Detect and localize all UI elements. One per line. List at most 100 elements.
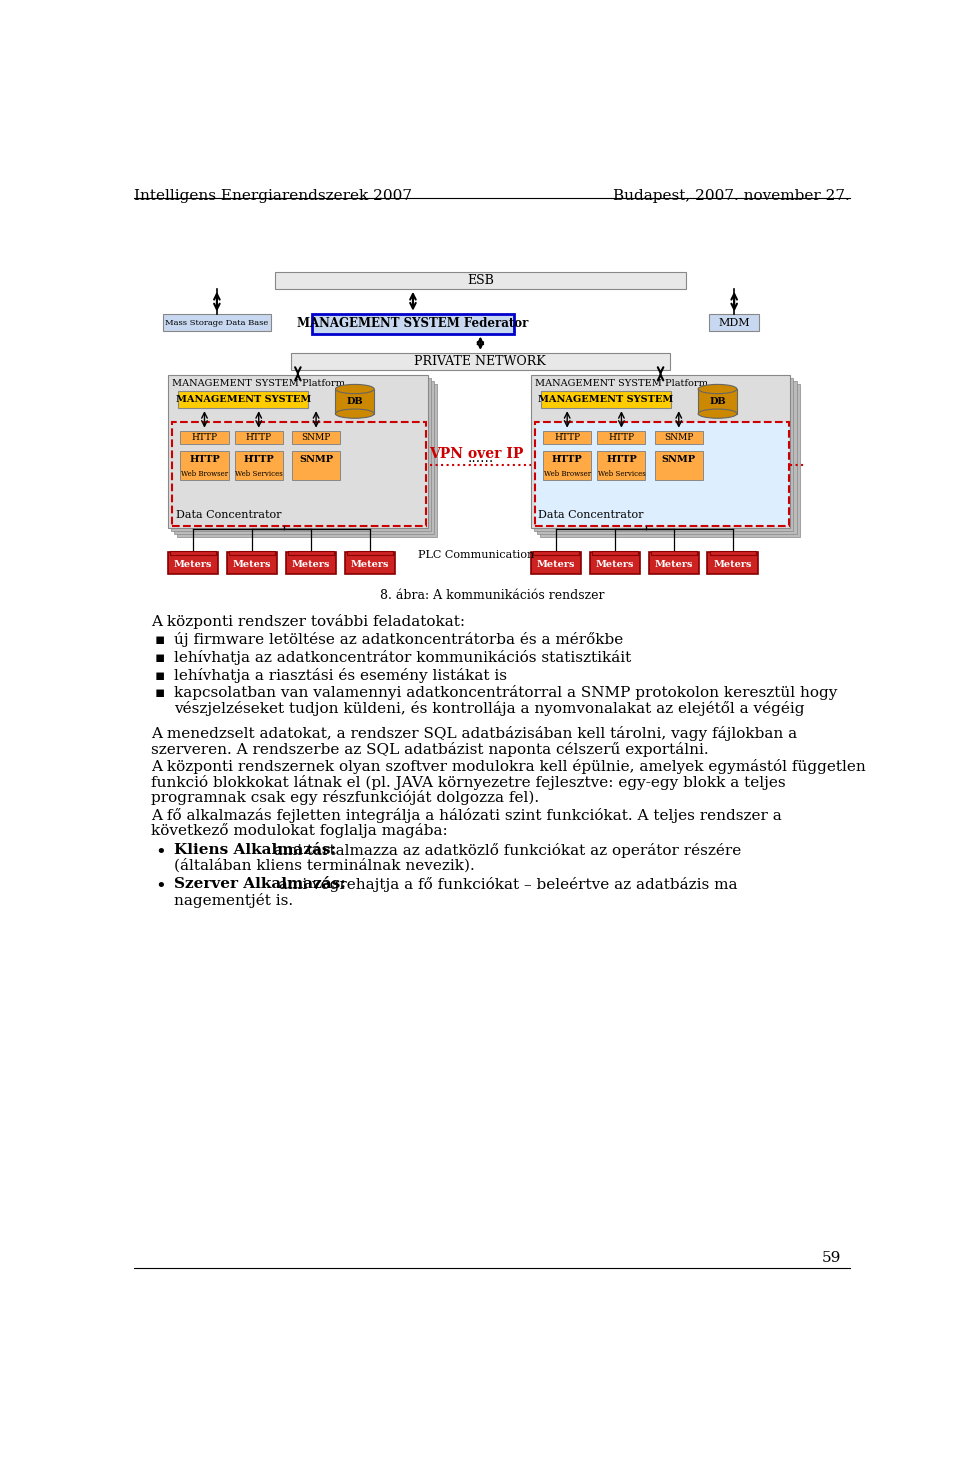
Bar	[162, 315, 271, 331]
Text: lehívhatja az adatkoncentrátor kommunikációs statisztikáit: lehívhatja az adatkoncentrátor kommuniká…	[175, 650, 632, 665]
Text: Intelligens Energiarendszerek 2007: Intelligens Energiarendszerek 2007	[134, 190, 412, 203]
Text: HTTP: HTTP	[609, 433, 635, 442]
Bar	[540, 385, 800, 537]
Text: új firmware letöltése az adatkoncentrátorba és a mérőkbe: új firmware letöltése az adatkoncentráto…	[175, 633, 623, 647]
Text: PLC Communication: PLC Communication	[419, 550, 535, 560]
Bar	[709, 315, 759, 331]
Text: Meters: Meters	[292, 560, 330, 569]
Bar	[709, 551, 756, 555]
Bar	[170, 551, 216, 555]
Ellipse shape	[335, 410, 374, 418]
Text: SNMP: SNMP	[299, 455, 333, 464]
Text: HTTP: HTTP	[189, 455, 220, 464]
Text: A menedzselt adatokat, a rendszer SQL adatbázisában kell tárolni, vagy fájlokban: A menedzselt adatokat, a rendszer SQL ad…	[151, 726, 797, 741]
Text: Meters: Meters	[350, 560, 389, 569]
Text: ami tartalmazza az adatközlő funkciókat az operátor részére: ami tartalmazza az adatközlő funkciókat …	[269, 843, 741, 859]
Text: Web Browser: Web Browser	[180, 469, 228, 478]
Text: MANAGEMENT SYSTEM Federator: MANAGEMENT SYSTEM Federator	[298, 316, 529, 330]
Bar	[540, 391, 671, 408]
Text: kapcsolatban van valamennyi adatkoncentrátorral a SNMP protokolon keresztül hogy: kapcsolatban van valamennyi adatkoncentr…	[175, 685, 838, 700]
Text: Meters: Meters	[233, 560, 272, 569]
Text: következő modulokat foglalja magába:: következő modulokat foglalja magába:	[151, 824, 447, 838]
Bar	[335, 389, 374, 414]
Text: HTTP: HTTP	[552, 455, 583, 464]
Bar	[597, 451, 645, 480]
Text: ▪: ▪	[156, 668, 165, 682]
Bar	[651, 551, 697, 555]
Text: szerveren. A rendszerbe az SQL adatbázist naponta célszerű exportálni.: szerveren. A rendszerbe az SQL adatbázis…	[151, 742, 708, 757]
Text: •: •	[155, 878, 166, 895]
Text: Meters: Meters	[713, 560, 752, 569]
Bar	[286, 553, 336, 574]
Text: lehívhatja a riasztási és esemény listákat is: lehívhatja a riasztási és esemény listák…	[175, 668, 507, 682]
Bar	[534, 378, 794, 531]
Bar	[543, 430, 591, 445]
Text: ▪: ▪	[156, 685, 165, 700]
Text: A központi rendszernek olyan szoftver modulokra kell épülnie, amelyek egymástól : A központi rendszernek olyan szoftver mo…	[151, 760, 866, 774]
Text: (általában kliens terminálnak nevezik).: (általában kliens terminálnak nevezik).	[175, 859, 475, 873]
Text: MANAGEMENT SYSTEM: MANAGEMENT SYSTEM	[539, 395, 674, 404]
Text: HTTP: HTTP	[243, 455, 275, 464]
Text: HTTP: HTTP	[606, 455, 636, 464]
Bar	[348, 551, 393, 555]
Bar	[537, 382, 797, 534]
Text: DB: DB	[347, 397, 363, 405]
Bar	[227, 553, 277, 574]
Text: Data Concentrator: Data Concentrator	[539, 510, 644, 521]
Text: Szerver Alkalmazás:: Szerver Alkalmazás:	[175, 878, 347, 891]
Text: SNMP: SNMP	[301, 433, 331, 442]
Text: 8. ábra: A kommunikációs rendszer: 8. ábra: A kommunikációs rendszer	[380, 589, 604, 602]
Bar	[543, 451, 591, 480]
Text: Meters: Meters	[655, 560, 693, 569]
Bar	[171, 378, 431, 531]
Text: MANAGEMENT SYSTEM: MANAGEMENT SYSTEM	[176, 395, 311, 404]
Text: A központi rendszer további feladatokat:: A központi rendszer további feladatokat:	[151, 614, 466, 628]
Bar	[533, 551, 579, 555]
Bar	[535, 423, 789, 526]
Bar	[589, 553, 640, 574]
Ellipse shape	[335, 385, 374, 394]
Text: SNMP: SNMP	[664, 433, 693, 442]
Text: MANAGEMENT SYSTEM Platform: MANAGEMENT SYSTEM Platform	[535, 379, 708, 388]
Ellipse shape	[698, 410, 737, 418]
Bar	[292, 451, 340, 480]
Text: ▪: ▪	[156, 633, 165, 647]
Bar	[178, 385, 437, 537]
Bar	[698, 389, 737, 414]
Bar	[531, 375, 790, 528]
Text: programnak csak egy részfunkcióját dolgozza fel).: programnak csak egy részfunkcióját dolgo…	[151, 790, 540, 805]
Text: •: •	[155, 843, 166, 862]
Bar	[592, 551, 637, 555]
Text: Mass Storage Data Base: Mass Storage Data Base	[165, 319, 269, 327]
Bar	[179, 391, 308, 408]
Bar	[234, 430, 283, 445]
Text: ami végrehajtja a fő funkciókat – beleértve az adatbázis ma: ami végrehajtja a fő funkciókat – beleér…	[275, 878, 738, 892]
Text: HTTP: HTTP	[246, 433, 272, 442]
Text: Kliens Alkalmazás:: Kliens Alkalmazás:	[175, 843, 336, 857]
Text: nagementjét is.: nagementjét is.	[175, 892, 294, 907]
Text: HTTP: HTTP	[554, 433, 580, 442]
Bar	[175, 382, 434, 534]
Bar	[291, 353, 670, 370]
Text: Budapest, 2007. november 27.: Budapest, 2007. november 27.	[613, 190, 850, 203]
Text: A fő alkalmazás fejletten integrálja a hálózati szint funkciókat. A teljes rends: A fő alkalmazás fejletten integrálja a h…	[151, 808, 781, 822]
Text: funkció blokkokat látnak el (pl. JAVA környezetre fejlesztve: egy-egy blokk a te: funkció blokkokat látnak el (pl. JAVA kö…	[151, 774, 785, 790]
Bar	[275, 273, 685, 289]
Text: vészjelzéseket tudjon küldeni, és kontrollája a nyomvonalakat az elejétől a végé: vészjelzéseket tudjon küldeni, és kontro…	[175, 701, 804, 716]
Bar	[597, 430, 645, 445]
Bar	[180, 451, 228, 480]
Text: ▪: ▪	[156, 650, 165, 665]
Text: HTTP: HTTP	[191, 433, 218, 442]
Text: ......: ......	[468, 451, 493, 465]
Bar	[312, 313, 514, 334]
Text: Web Services: Web Services	[235, 469, 282, 478]
Bar	[292, 430, 340, 445]
Bar	[655, 430, 703, 445]
Bar	[655, 451, 703, 480]
Text: MDM: MDM	[718, 318, 750, 328]
Text: Meters: Meters	[174, 560, 212, 569]
Bar	[168, 553, 219, 574]
Text: Data Concentrator: Data Concentrator	[176, 510, 281, 521]
Text: Meters: Meters	[537, 560, 575, 569]
Bar	[708, 553, 757, 574]
